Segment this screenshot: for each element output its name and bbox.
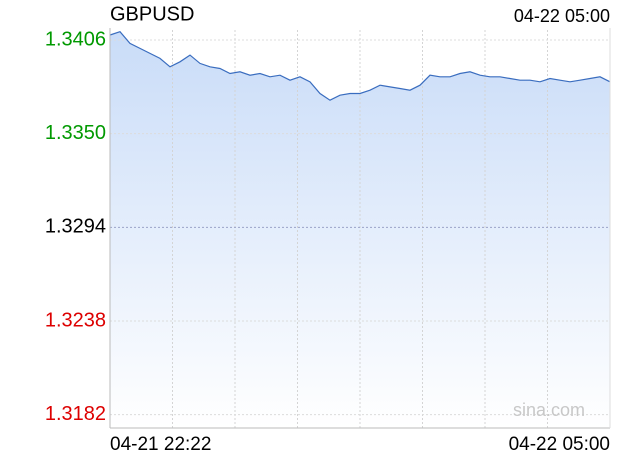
- x-start-label: 04-21 22:22: [110, 434, 211, 455]
- chart-title: GBPUSD: [110, 3, 194, 25]
- y-tick-label: 1.3182: [45, 403, 106, 425]
- price-line: [109, 31, 611, 101]
- y-tick-label: 1.3350: [45, 122, 106, 144]
- y-tick-label: 1.3406: [45, 28, 106, 50]
- timestamp: 04-22 05:00: [514, 6, 610, 26]
- y-tick-label: 1.3294: [45, 216, 106, 238]
- watermark: sina.com: [513, 400, 585, 420]
- x-end-label: 04-22 05:00: [509, 434, 610, 455]
- y-tick-label: 1.3238: [45, 309, 106, 331]
